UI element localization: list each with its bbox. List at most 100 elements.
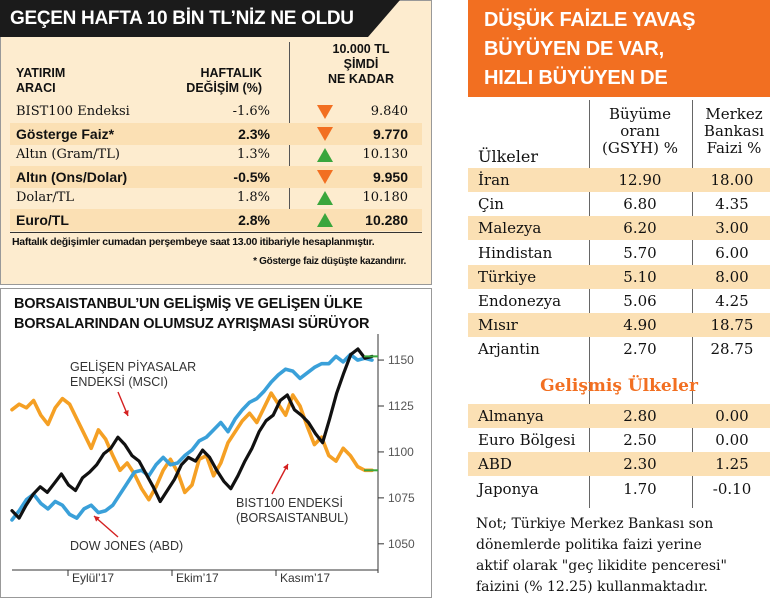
table-row: Euro/TL 2.8% 10.280 [10, 208, 422, 231]
col-header-now: 10.000 TL ŞİMDİ NE KADAR [328, 42, 394, 86]
down-triangle-icon [317, 169, 333, 184]
table-row: Çin 6.80 4.35 [468, 192, 770, 216]
country-name: Almanya [478, 407, 544, 425]
investment-name: Gösterge Faiz* [16, 125, 115, 142]
table-row: Mısır 4.90 18.75 [468, 313, 770, 338]
col-header-growth: Büyüme oranı (GSYH) % [602, 105, 678, 157]
central-bank-rate: 0.00 [715, 407, 749, 425]
country-name: Arjantin [478, 340, 540, 359]
growth-rate: 2.50 [623, 431, 657, 450]
pointer-arrow-head [94, 516, 100, 522]
central-bank-rate: 8.00 [715, 267, 749, 286]
table-row: ABD 2.30 1.25 [468, 452, 770, 477]
country-name: Çin [478, 195, 504, 214]
growth-table-title: DÜŞÜK FAİZLE YAVAŞ BÜYÜYEN DE VAR, HIZLI B… [468, 0, 770, 97]
growth-rate: 2.70 [623, 340, 657, 359]
weekly-returns-title: GEÇEN HAFTA 10 BİN TL’NİZ NE OLDU [0, 0, 400, 37]
central-bank-rate: 6.00 [715, 243, 749, 262]
table-row: Euro Bölgesi 2.50 0.00 [468, 428, 770, 452]
table-row: Türkiye 5.10 8.00 [468, 264, 770, 289]
investment-name: Dolar/TL [16, 190, 75, 205]
growth-rate: 4.90 [623, 316, 657, 335]
table-row: Hindistan 5.70 6.00 [468, 241, 770, 265]
weekly-change: -0.5% [233, 168, 270, 185]
pointer-line [271, 463, 289, 495]
column-divider [692, 100, 693, 508]
country-name: Euro Bölgesi [478, 431, 576, 450]
weekly-change: 1.3% [236, 147, 270, 162]
table-row: Gösterge Faiz* 2.3% 9.770 [10, 122, 422, 145]
col-header-investment: YATIRIM ARACI [16, 66, 66, 95]
current-value: 10.130 [362, 147, 409, 162]
weekly-change: 1.8% [236, 190, 270, 205]
column-divider [589, 100, 590, 508]
table-row: Dolar/TL 1.8% 10.180 [10, 187, 422, 209]
investment-name: BIST100 Endeksi [16, 104, 130, 119]
footnote-1: Haftalık değişimler cumadan perşembeye s… [12, 236, 375, 248]
country-name: Mısır [478, 316, 518, 335]
table-row: İran 12.90 18.00 [468, 168, 770, 192]
table-row: Japonya 1.70 -0.10 [468, 477, 770, 501]
weekly-change: -1.6% [232, 104, 270, 119]
current-value: 10.280 [365, 211, 408, 228]
table-row: Altın (Gram/TL) 1.3% 10.130 [10, 144, 422, 166]
table-row: Malezya 6.20 3.00 [468, 216, 770, 241]
series-line-msci [10, 347, 374, 520]
investment-name: Altın (Gram/TL) [16, 147, 120, 162]
country-name: Türkiye [478, 267, 537, 286]
weekly-change: 2.3% [238, 125, 270, 142]
col-header-rate: Merkez Bankası Faizi % [703, 105, 765, 157]
country-name: Endonezya [478, 292, 562, 310]
up-triangle-icon [317, 212, 333, 227]
up-triangle-icon [317, 191, 333, 205]
growth-rate: 5.06 [623, 292, 657, 310]
y-tick-label: 1125 [388, 399, 414, 413]
growth-rate: 6.80 [623, 195, 657, 214]
up-triangle-icon [317, 148, 333, 162]
footnote-2: * Gösterge faiz düşüşte kazandırır. [253, 256, 406, 267]
current-value: 9.840 [370, 104, 408, 119]
series-line-dow [10, 352, 374, 522]
series-label-msci: ENDEKSİ (MSCI) [70, 375, 168, 389]
weekly-change: 2.8% [238, 211, 270, 228]
central-bank-rate: 18.75 [710, 316, 754, 335]
table-row: Endonezya 5.06 4.25 [468, 289, 770, 313]
country-name: ABD [478, 455, 512, 474]
growth-rate: 6.20 [623, 219, 657, 238]
central-bank-rate: 28.75 [710, 340, 754, 359]
growth-rate: 1.70 [623, 479, 657, 498]
table-row: Almanya 2.80 0.00 [468, 404, 770, 428]
down-triangle-icon [317, 126, 333, 141]
central-bank-rate: 4.35 [715, 195, 749, 214]
series-label-bist: BIST100 ENDEKSİ [236, 496, 343, 510]
y-tick-label: 1050 [388, 537, 415, 551]
current-value: 9.950 [372, 168, 408, 185]
table-row: Altın (Ons/Dolar) -0.5% 9.950 [10, 165, 422, 188]
x-tick-label: Kasım’17 [280, 571, 330, 585]
x-tick-label: Eylül’17 [72, 571, 114, 585]
investment-name: Euro/TL [16, 211, 69, 228]
country-name: İran [478, 171, 510, 189]
central-bank-rate: 18.00 [710, 171, 754, 189]
chart-panel [0, 288, 432, 598]
country-name: Hindistan [478, 243, 553, 262]
x-tick-label: Ekim’17 [176, 571, 219, 585]
line-chart: 1050 1075 1100 1125 1150 Eylül’17 Ekim’17 Kasım… [10, 334, 415, 585]
growth-rate: 12.90 [618, 171, 662, 189]
y-tick-label: 1075 [388, 491, 415, 505]
series-line-bist [10, 391, 374, 502]
growth-rate: 2.80 [623, 407, 657, 425]
growth-rate: 5.10 [623, 267, 657, 286]
divider [10, 232, 422, 233]
central-bank-rate: 0.00 [715, 431, 749, 450]
chart-title: BORSAISTANBUL’UN GELİŞMİŞ VE GELİŞEN ÜLK… [14, 296, 370, 332]
series-label-bist: (BORSAISTANBUL) [236, 511, 348, 525]
central-bank-rate: 1.25 [715, 455, 749, 474]
y-tick-label: 1100 [388, 445, 414, 459]
col-header-country: Ülkeler [478, 147, 538, 166]
table-row: Arjantin 2.70 28.75 [468, 337, 770, 361]
pointer-line [93, 515, 119, 538]
developed-countries-title: Gelişmiş Ülkeler [540, 376, 698, 396]
series-label-msci: GELİŞEN PİYASALAR [70, 360, 196, 374]
growth-note: Not; Türkiye Merkez Bankası son dönemlerd… [476, 516, 727, 595]
